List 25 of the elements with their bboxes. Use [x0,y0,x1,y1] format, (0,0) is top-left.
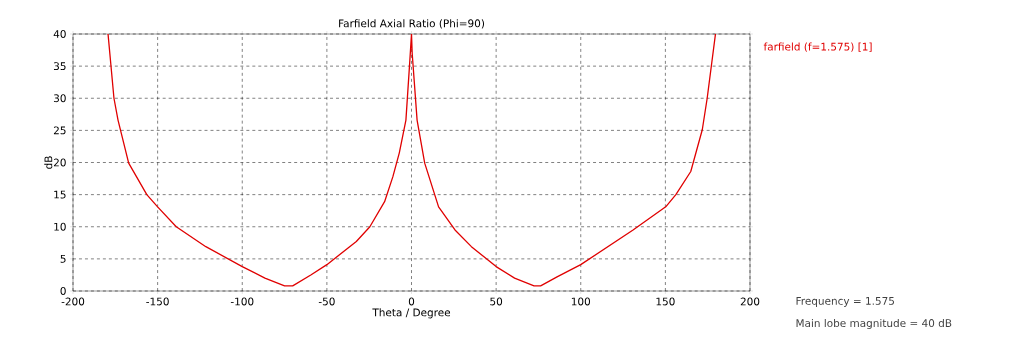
x-tick-label: 150 [656,297,675,306]
x-tick-label: 100 [571,297,591,306]
y-tick-label: 35 [53,62,66,71]
y-tick-label: 5 [60,254,66,263]
y-tick-label: 40 [53,30,66,38]
line-series [107,34,717,287]
x-tick-label: 0 [408,297,415,306]
x-tick-label: -150 [146,297,169,306]
x-tick-label: -100 [230,297,254,306]
x-tick-label: -200 [61,297,85,306]
y-tick-label: 0 [60,287,66,295]
y-tick-label: 30 [53,94,66,103]
x-tick-label: 50 [490,297,503,306]
x-axis-title: Theta / Degree [372,308,451,319]
x-tick-label: -50 [318,297,335,306]
text: Main lobe magnitude = 40 dB [796,318,952,330]
y-axis-title: dB [44,156,53,169]
text: farfield (f=1.575) [1] [763,42,872,52]
x-tick-label: 200 [740,297,760,306]
y-tick-label: 10 [54,222,66,231]
y-tick-label: 20 [53,158,66,167]
y-tick-label: 25 [53,126,66,135]
chart-title: Farfield Axial Ratio (Phi=90) [339,19,485,29]
y-tick-label: 15 [54,190,66,199]
text: Frequency = 1.575 [796,297,895,307]
